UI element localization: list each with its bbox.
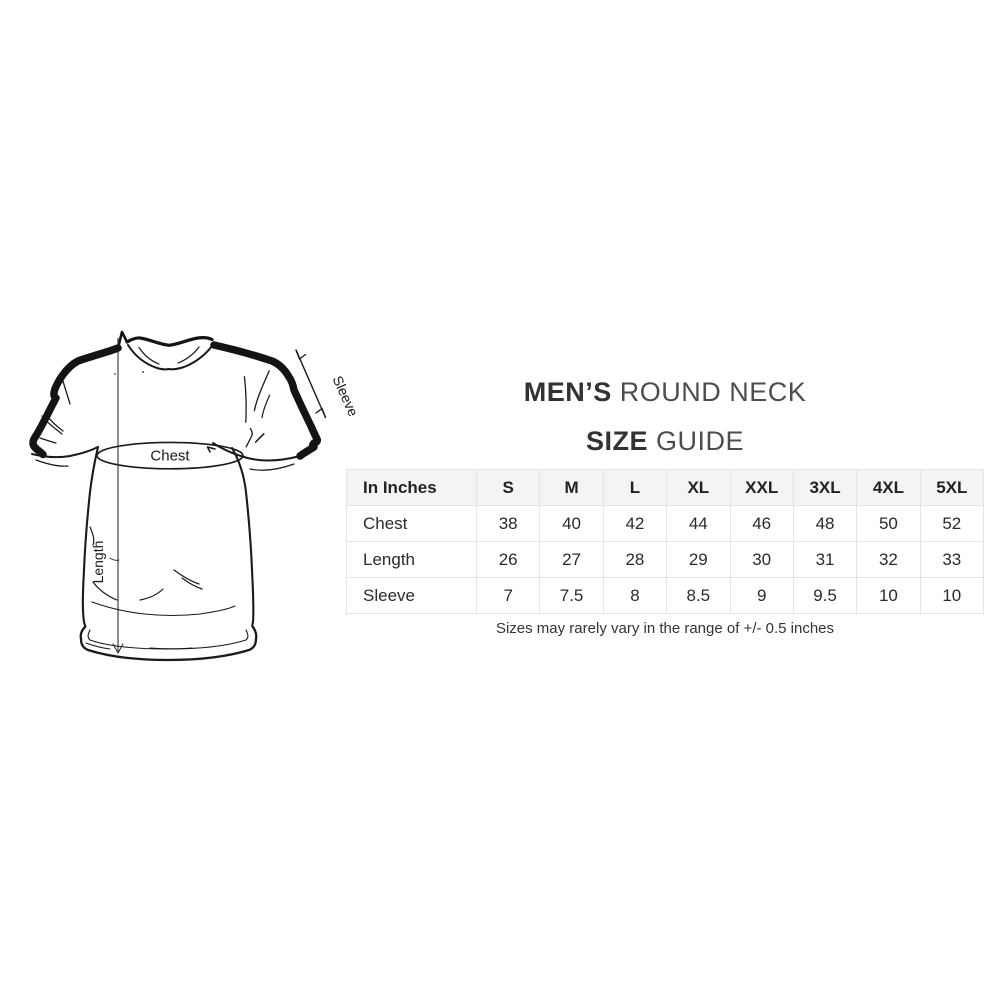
- svg-text:Chest: Chest: [150, 448, 190, 465]
- svg-text:Length: Length: [90, 541, 106, 584]
